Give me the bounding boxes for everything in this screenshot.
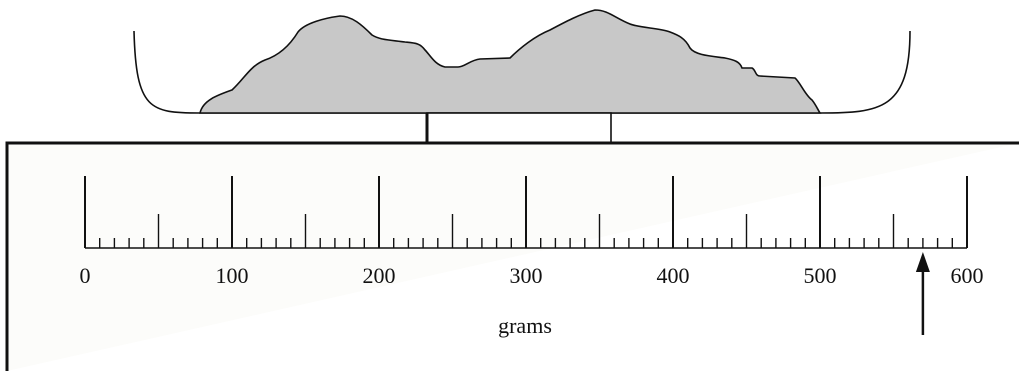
- scale-dial-panel: [5, 141, 1019, 371]
- tick-label: 0: [80, 263, 91, 288]
- pan-support: [426, 112, 612, 144]
- tick-label: 500: [804, 263, 837, 288]
- tick-label: 300: [510, 263, 543, 288]
- mass-on-pan: [198, 9, 822, 114]
- unit-label: grams: [498, 313, 552, 338]
- tick-label: 200: [363, 263, 396, 288]
- tick-label: 400: [657, 263, 690, 288]
- scale-ruler: 0 100 200 300 400 500 600: [80, 176, 984, 288]
- ruler-tick-labels: 0 100 200 300 400 500 600: [80, 263, 984, 288]
- tick-label: 600: [951, 263, 984, 288]
- reading-arrow: [915, 252, 930, 335]
- reading-arrow-head: [915, 252, 930, 272]
- tick-label: 100: [216, 263, 249, 288]
- ruler-ticks: [84, 176, 968, 248]
